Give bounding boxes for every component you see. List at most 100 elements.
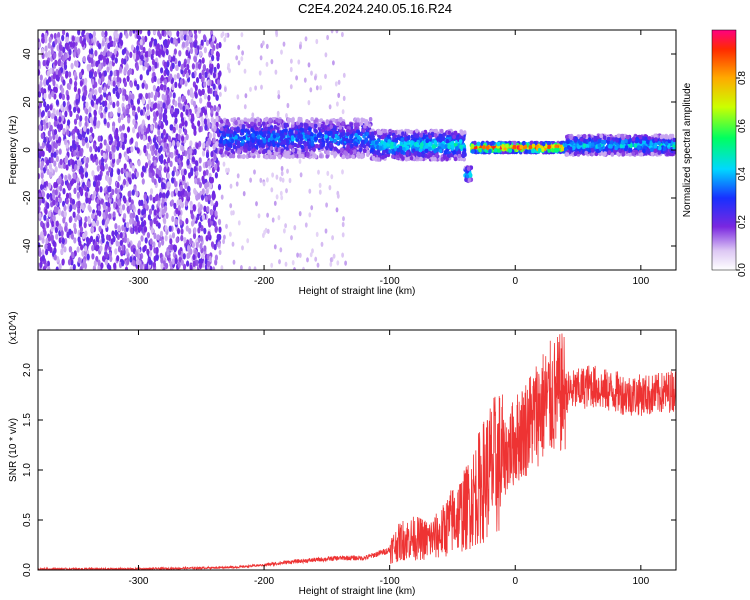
spectrogram-cell bbox=[419, 156, 423, 162]
spectrogram-cell bbox=[38, 91, 42, 98]
spectrogram-cell bbox=[121, 123, 125, 131]
spectrogram-cell bbox=[185, 49, 189, 57]
spectrogram-cell bbox=[88, 72, 93, 79]
spectrogram-cell bbox=[112, 125, 116, 132]
spectrogram-cell bbox=[48, 93, 52, 100]
spectrogram-cell bbox=[55, 220, 59, 227]
spectrogram-cell bbox=[79, 80, 83, 87]
spectrogram-cell bbox=[157, 241, 162, 248]
spectrogram-cell bbox=[171, 177, 175, 184]
spectrogram-cell bbox=[259, 177, 263, 183]
spectrogram-cell bbox=[118, 66, 123, 73]
spectrogram-cell bbox=[48, 135, 53, 142]
spectrogram-cell bbox=[297, 140, 302, 145]
spectrogram-cell bbox=[175, 149, 179, 156]
spectrogram-cell bbox=[206, 260, 211, 268]
spectrogram-cell bbox=[143, 193, 147, 200]
spectrogram-cell bbox=[166, 172, 170, 180]
spectrogram-cell bbox=[221, 131, 226, 136]
spectrogram-cell bbox=[81, 95, 85, 102]
spectrogram-cell bbox=[72, 134, 76, 141]
spectrogram-cell bbox=[224, 86, 227, 92]
spectrogram-cell bbox=[57, 58, 61, 66]
spectrogram-cell bbox=[272, 130, 276, 135]
spectrogram-cell bbox=[167, 135, 171, 142]
spectrogram-cell bbox=[154, 122, 158, 129]
spectrogram-cell bbox=[147, 50, 151, 58]
spectrogram-cell bbox=[187, 185, 191, 193]
spectrogram-cell bbox=[199, 50, 203, 58]
spectrogram-cell bbox=[121, 135, 125, 143]
spectrogram-cell bbox=[280, 49, 283, 55]
spectrogram-cell bbox=[44, 115, 49, 123]
spectrogram-cell bbox=[309, 87, 313, 93]
spectrogram-cell bbox=[98, 78, 102, 85]
spectrogram-cell bbox=[202, 142, 206, 149]
spectrogram-cell bbox=[276, 110, 280, 116]
spectrogram-cell bbox=[117, 174, 121, 182]
spectrogram-cell bbox=[453, 130, 458, 135]
spectrogram-cell bbox=[201, 88, 205, 96]
spectrogram-cell bbox=[186, 34, 190, 42]
spectrogram-cell bbox=[240, 32, 244, 38]
spectrogram-cell bbox=[279, 176, 282, 182]
spectrogram-cell bbox=[69, 41, 73, 48]
spectrogram-cell bbox=[192, 100, 196, 108]
spectrogram-cell bbox=[206, 206, 210, 213]
spectrogram-cell bbox=[345, 137, 349, 143]
spectrogram-cell bbox=[277, 119, 281, 124]
spectrogram-cell bbox=[41, 150, 45, 157]
spectrogram-cell bbox=[102, 100, 106, 108]
spectrogram-cell bbox=[137, 106, 141, 113]
spectrogram-cell bbox=[111, 145, 115, 152]
spectrogram-cell bbox=[251, 142, 255, 148]
spectrogram-cell bbox=[78, 150, 82, 157]
spectrogram-cell bbox=[57, 37, 61, 44]
spectrogram-cell bbox=[152, 103, 156, 110]
spectrogram-cell bbox=[131, 165, 135, 172]
spectrogram-cell bbox=[314, 144, 319, 149]
spectrogram-cell bbox=[73, 71, 77, 78]
spectrogram-cell bbox=[94, 103, 98, 111]
spectrogram-cell bbox=[361, 128, 366, 133]
spectrogram-cell bbox=[78, 120, 82, 127]
spectrogram-cell bbox=[205, 151, 210, 159]
spectrogram-cell bbox=[326, 150, 330, 155]
spectrogram-cell bbox=[40, 132, 44, 140]
spectrogram-cell bbox=[264, 155, 269, 160]
spectrogram-cell bbox=[72, 51, 76, 58]
spectrogram-cell bbox=[153, 94, 157, 102]
spectrogram-cell bbox=[43, 101, 47, 108]
spectrogram-cell bbox=[125, 171, 129, 178]
spectrogram-cell bbox=[60, 61, 64, 68]
spectrogram-cell bbox=[202, 178, 206, 185]
spectrogram-cell bbox=[173, 111, 177, 118]
spectrogram-cell bbox=[364, 138, 369, 143]
spectrogram-cell bbox=[101, 75, 105, 82]
spectrogram-cell bbox=[328, 143, 333, 148]
spectrogram-cell bbox=[168, 225, 172, 232]
spectrogram-cell bbox=[230, 138, 235, 144]
spectrogram-cell bbox=[329, 120, 333, 125]
spectrogram-cell bbox=[297, 59, 301, 65]
spectrogram-cell bbox=[43, 92, 47, 100]
spectrogram-cell bbox=[136, 147, 140, 154]
spectrogram-cell bbox=[290, 235, 293, 241]
spectrogram-cell bbox=[152, 261, 156, 268]
spectrogram-cell bbox=[170, 191, 174, 198]
spectrogram-cell bbox=[98, 225, 102, 233]
spectrogram-cell bbox=[201, 69, 205, 76]
spectrogram-cell bbox=[196, 111, 200, 118]
spectrogram-cell bbox=[55, 196, 59, 203]
spectrogram-cell bbox=[90, 226, 95, 233]
spectrogram-cell bbox=[113, 262, 117, 269]
spectrogram-cell bbox=[324, 228, 328, 234]
spectrogram-cell bbox=[310, 140, 315, 145]
spectrogram-cell bbox=[356, 122, 360, 128]
spectrogram-cell bbox=[94, 214, 98, 221]
spectrogram-cell bbox=[193, 41, 197, 49]
spectrogram-cell bbox=[241, 245, 244, 251]
spectrogram-cell bbox=[141, 82, 145, 89]
spectrogram-cell bbox=[65, 43, 69, 50]
spectrogram-cell bbox=[180, 63, 184, 71]
